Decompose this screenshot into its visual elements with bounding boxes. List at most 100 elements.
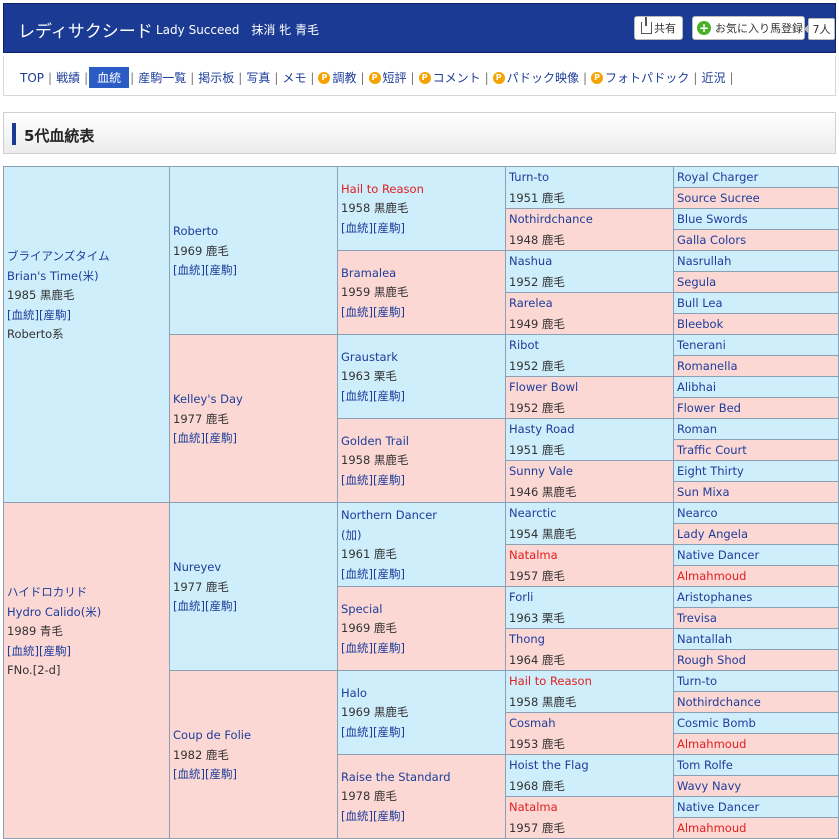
horse-name-link[interactable]: Nasrullah [677,254,732,268]
horse-name-link[interactable]: Romanella [677,359,738,373]
horse-name-link[interactable]: Graustark [341,349,398,364]
horse-name-link[interactable]: Blue Swords [677,212,748,226]
horse-name-link[interactable]: Nothirdchance [509,212,593,226]
horse-name-link[interactable]: Nearco [677,506,718,520]
horse-name-link[interactable]: Aristophanes [677,590,753,604]
nav-item[interactable]: メモ [279,69,309,86]
horse-name-link[interactable]: Cosmic Bomb [677,716,756,730]
horse-name-link[interactable]: Halo [341,685,367,700]
horse-name-link[interactable]: Flower Bed [677,401,741,415]
pedigree-link[interactable]: [血統] [341,472,373,487]
nav-item[interactable]: 写真 [243,69,273,86]
pedigree-link[interactable]: [血統] [341,724,373,739]
horse-name-link[interactable]: Tenerani [677,338,726,352]
nav-item[interactable]: P コメント [416,69,484,86]
offspring-link[interactable]: [産駒] [372,388,405,403]
horse-name-link[interactable]: Galla Colors [677,233,747,247]
horse-name-link[interactable]: Traffic Court [677,443,747,457]
horse-name-link[interactable]: Almahmoud [677,821,747,835]
horse-name-link[interactable]: Nearctic [509,506,557,520]
horse-name-link[interactable]: Source Sucree [677,191,760,205]
horse-name-link[interactable]: Bramalea [341,265,397,280]
horse-name-link[interactable]: Nashua [509,254,553,268]
horse-name-link[interactable]: Rarelea [509,296,553,310]
offspring-link[interactable]: [産駒] [204,767,237,781]
horse-name-link[interactable]: Bull Lea [677,296,723,310]
horse-name-link[interactable]: Thong [509,632,545,646]
horse-name-link[interactable]: Raise the Standard [341,769,451,784]
offspring-link[interactable]: [産駒] [372,220,405,235]
horse-name-link[interactable]: Flower Bowl [509,380,579,394]
horse-name-link[interactable]: Sun Mixa [677,485,730,499]
horse-name-link[interactable]: Hydro Calido(米) [7,604,102,619]
pedigree-link[interactable]: [血統] [341,388,373,403]
pedigree-link[interactable]: [血統] [173,599,205,613]
horse-name-link[interactable]: Trevisa [677,611,717,625]
horse-name-link[interactable]: Native Dancer [677,548,760,562]
horse-name-link[interactable]: Segula [677,275,717,289]
horse-name-link[interactable]: Lady Angela [677,527,748,541]
horse-name-link[interactable]: Brian's Time(米) [7,268,99,283]
offspring-link[interactable]: [産駒] [204,599,237,613]
horse-name-link[interactable]: Nantallah [677,632,733,646]
offspring-link[interactable]: [産駒] [38,307,71,322]
horse-name-link[interactable]: Ribot [509,338,540,352]
nav-item[interactable]: 産駒一覧 [135,69,189,86]
horse-name-link[interactable]: Alibhai [677,380,717,394]
offspring-link[interactable]: [産駒] [372,304,405,319]
horse-name-link[interactable]: Cosmah [509,716,556,730]
horse-name-link[interactable]: Wavy Navy [677,779,742,793]
horse-name-link[interactable]: Golden Trail [341,433,409,448]
offspring-link[interactable]: [産駒] [204,263,237,277]
pedigree-link[interactable]: [血統] [341,566,373,581]
horse-name-link[interactable]: Hoist the Flag [509,758,589,772]
horse-name-link[interactable]: Coup de Folie [173,728,252,742]
nav-item[interactable]: TOP [17,71,47,85]
nav-item[interactable]: P フォトパドック [588,69,692,86]
pedigree-link[interactable]: [血統] [341,808,373,823]
offspring-link[interactable]: [産駒] [372,566,405,581]
pedigree-link[interactable]: [血統] [173,263,205,277]
horse-name-link[interactable]: Almahmoud [677,569,747,583]
offspring-link[interactable]: [産駒] [372,808,405,823]
pedigree-link[interactable]: [血統] [7,643,39,658]
pedigree-link[interactable]: [血統] [173,767,205,781]
horse-name-link[interactable]: Sunny Vale [509,464,573,478]
horse-name-link[interactable]: Natalma [509,548,558,562]
share-button[interactable]: 共有 [634,16,683,40]
horse-name-link[interactable]: Eight Thirty [677,464,744,478]
horse-name-link[interactable]: Rough Shod [677,653,746,667]
offspring-link[interactable]: [産駒] [372,724,405,739]
nav-item[interactable]: P パドック映像 [490,69,582,86]
horse-name-link[interactable]: Natalma [509,800,558,814]
horse-name-link[interactable]: Hail to Reason [509,674,592,688]
pedigree-link[interactable]: [血統] [341,640,373,655]
horse-name-link[interactable]: Hasty Road [509,422,575,436]
horse-name-link[interactable]: Nureyev [173,560,222,574]
offspring-link[interactable]: [産駒] [204,431,237,445]
nav-item[interactable]: 戦績 [53,69,83,86]
pedigree-link[interactable]: [血統] [341,304,373,319]
horse-name-link[interactable]: Turn-to [677,674,718,688]
horse-jp-name[interactable]: ブライアンズタイム [7,249,110,263]
nav-item[interactable]: P 調教 [315,69,359,86]
offspring-link[interactable]: [産駒] [372,640,405,655]
nav-item[interactable]: P 短評 [366,69,410,86]
horse-name-link[interactable]: Roberto [173,224,219,238]
horse-name-link[interactable]: Hail to Reason [341,181,424,196]
horse-name-link[interactable]: Tom Rolfe [677,758,733,772]
offspring-link[interactable]: [産駒] [372,472,405,487]
horse-name-link[interactable]: Native Dancer [677,800,760,814]
horse-name-link[interactable]: Nothirdchance [677,695,761,709]
pedigree-link[interactable]: [血統] [7,307,39,322]
nav-item[interactable]: 掲示板 [195,69,237,86]
horse-name-link[interactable]: Roman [677,422,718,436]
offspring-link[interactable]: [産駒] [38,643,71,658]
horse-name-link[interactable]: Royal Charger [677,170,759,184]
horse-name-link[interactable]: Turn-to [509,170,550,184]
pedigree-link[interactable]: [血統] [341,220,373,235]
add-favorite-button[interactable]: + お気に入り馬登録 [692,16,805,40]
horse-name-link[interactable]: Special [341,601,383,616]
nav-item[interactable]: 近況 [698,69,728,86]
horse-name-link[interactable]: Northern Dancer [341,508,438,522]
